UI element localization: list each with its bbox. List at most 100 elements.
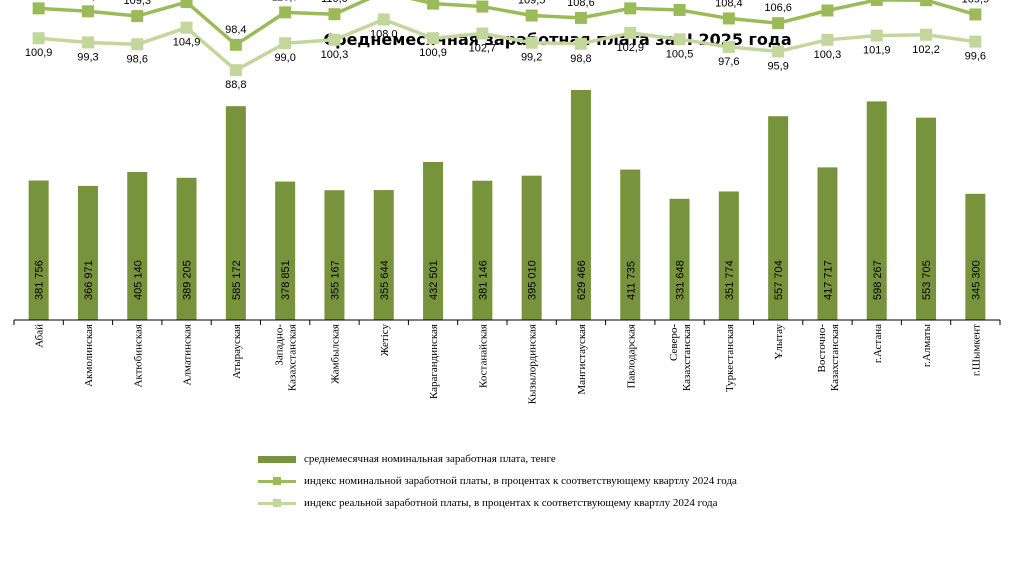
real-index-point-7 xyxy=(377,13,390,26)
nominal-index-value-label-19: 109,9 xyxy=(962,0,990,5)
nominal-index-value-label-14: 108,4 xyxy=(715,0,743,9)
real-index-value-label-0: 100,9 xyxy=(25,47,53,59)
nominal-index-value-label-2: 109,3 xyxy=(123,0,151,7)
real-index-point-6 xyxy=(328,33,341,46)
category-label-15: Ұлытау xyxy=(773,324,785,360)
nominal-index-value-label-16: 111,4 xyxy=(814,0,840,2)
real-index-value-label-19: 99,6 xyxy=(965,51,986,63)
nominal-index-point-3 xyxy=(180,0,193,9)
legend-label-nominal-index: индекс номинальной заработной платы, в п… xyxy=(304,475,737,487)
bar-value-label-9: 381 146 xyxy=(477,260,489,300)
category-label-7: Жетісу xyxy=(379,324,391,357)
nominal-index-value-label-1: 111,1 xyxy=(75,0,101,2)
real-index-point-3 xyxy=(180,21,193,34)
bar-value-label-10: 395 010 xyxy=(527,260,539,300)
bar-9 xyxy=(472,180,493,320)
nominal-index-point-0 xyxy=(32,2,45,15)
nominal-index-value-label-4: 98,4 xyxy=(225,24,246,36)
nominal-index-point-6 xyxy=(328,8,341,21)
legend-label-real-index: индекс реальной заработной платы, в проц… xyxy=(304,497,718,509)
nominal-index-point-4 xyxy=(229,38,242,51)
legend-item-nominal-index: индекс номинальной заработной платы, в п… xyxy=(258,475,737,487)
bar-11 xyxy=(570,90,591,320)
nominal-index-point-9 xyxy=(476,0,489,13)
real-index-value-label-5: 99,0 xyxy=(274,52,295,64)
bar-8 xyxy=(423,161,444,320)
nominal-index-point-16 xyxy=(821,4,834,17)
bar-4 xyxy=(225,106,246,321)
bar-18 xyxy=(916,117,937,320)
bar-value-label-12: 411 735 xyxy=(625,261,637,300)
category-label-16-1: Казахстанская xyxy=(829,324,841,391)
real-index-value-label-18: 102,2 xyxy=(912,44,940,56)
bar-value-label-1: 366 971 xyxy=(83,260,95,300)
nominal-index-point-8 xyxy=(427,0,440,10)
bar-3 xyxy=(176,177,197,320)
category-label-5-1: Казахстанская xyxy=(287,324,299,391)
real-index-value-label-8: 100,9 xyxy=(419,47,447,59)
category-label-6: Жамбылская xyxy=(329,324,341,384)
bar-value-label-2: 405 140 xyxy=(132,260,144,300)
nominal-index-point-5 xyxy=(279,6,292,19)
bar-19 xyxy=(965,193,986,320)
real-index-point-18 xyxy=(920,28,933,41)
nominal-index-point-2 xyxy=(131,10,144,23)
real-index-point-16 xyxy=(821,33,834,46)
real-index-value-label-6: 100,3 xyxy=(321,49,349,61)
category-label-11: Мангистауская xyxy=(576,324,588,395)
nominal-index-point-14 xyxy=(722,12,735,25)
category-label-16-0: Восточно- xyxy=(816,324,828,373)
real-index-point-12 xyxy=(624,26,637,39)
chart-plot: 381 756 366 971 405 140 389 205 585 172 378 8… xyxy=(13,0,1001,404)
real-index-value-label-9: 102,7 xyxy=(469,42,497,54)
bar-value-label-18: 553 705 xyxy=(921,260,933,300)
nominal-index-value-label-5: 110,7 xyxy=(272,0,299,3)
category-label-4: Атырауская xyxy=(231,324,243,379)
nominal-index-value-label-6: 110,0 xyxy=(321,0,348,5)
real-index-value-label-17: 101,9 xyxy=(863,45,891,57)
nominal-index-point-13 xyxy=(673,3,686,16)
nominal-index-point-19 xyxy=(969,8,982,21)
legend-item-real-index: индекс реальной заработной платы, в проц… xyxy=(258,497,718,509)
real-index-point-8 xyxy=(427,32,440,45)
legend-real-line-swatch xyxy=(258,497,296,509)
real-index-value-label-15: 95,9 xyxy=(767,60,788,72)
real-index-point-5 xyxy=(279,37,292,50)
bar-13 xyxy=(669,198,690,320)
real-index-value-label-10: 99,2 xyxy=(521,52,542,64)
bar-12 xyxy=(620,169,641,320)
real-index-point-19 xyxy=(969,35,982,48)
bar-7 xyxy=(373,190,394,320)
category-label-13-1: Казахстанская xyxy=(681,324,693,391)
nominal-index-value-label-10: 109,5 xyxy=(518,0,546,7)
nominal-index-point-12 xyxy=(624,2,637,15)
bar-value-label-14: 351 774 xyxy=(724,260,736,300)
real-index-value-label-13: 100,5 xyxy=(666,48,694,60)
real-index-point-14 xyxy=(722,40,735,53)
bar-5 xyxy=(275,181,296,320)
category-label-17: г.Астана xyxy=(872,324,884,363)
real-index-value-label-4: 88,8 xyxy=(225,79,246,91)
real-index-point-15 xyxy=(772,45,785,58)
bar-value-label-19: 345 300 xyxy=(970,260,982,300)
real-index-point-10 xyxy=(525,36,538,49)
category-label-12: Павлодарская xyxy=(625,324,637,389)
nominal-index-point-1 xyxy=(81,5,94,18)
category-label-1: Акмолинская xyxy=(83,324,95,387)
real-index-point-17 xyxy=(870,29,883,42)
real-index-value-label-7: 108,0 xyxy=(370,28,398,40)
category-label-13-0: Северо- xyxy=(668,324,680,361)
nominal-index-point-17 xyxy=(870,0,883,6)
category-label-2: Актюбинская xyxy=(132,324,144,388)
real-index-value-label-16: 100,3 xyxy=(814,49,842,61)
real-index-value-label-3: 104,9 xyxy=(173,37,201,49)
category-label-5-0: Западно- xyxy=(274,324,286,366)
real-index-point-9 xyxy=(476,27,489,40)
real-index-point-0 xyxy=(32,32,45,45)
bar-17 xyxy=(866,101,887,320)
category-label-0: Абай xyxy=(34,324,46,348)
category-label-18: г.Алматы xyxy=(921,323,933,367)
nominal-index-point-15 xyxy=(772,17,785,30)
real-index-value-label-2: 98,6 xyxy=(127,53,148,65)
real-index-point-4 xyxy=(229,64,242,77)
